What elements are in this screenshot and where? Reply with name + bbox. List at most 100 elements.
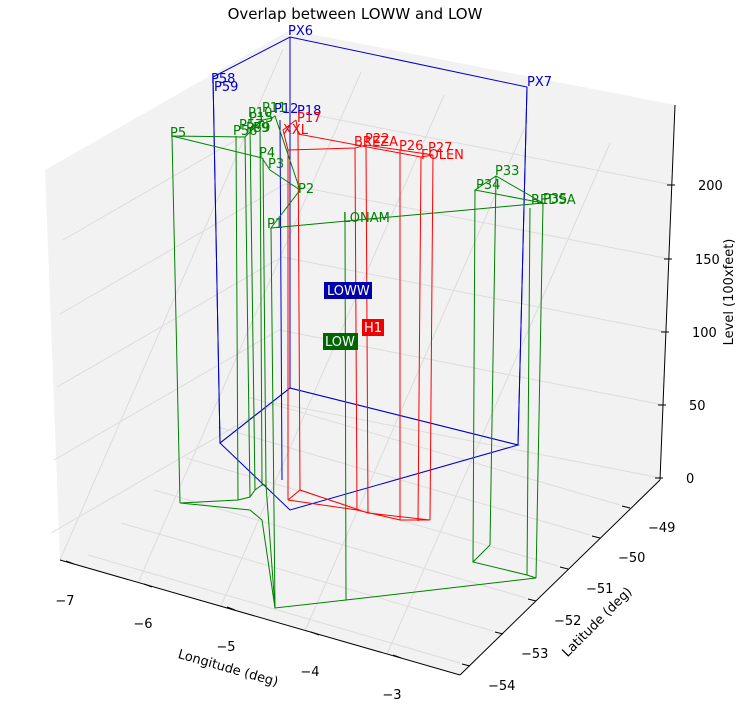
- point-label-h1: BREZA: [354, 135, 398, 150]
- h1-edge-2: [297, 133, 301, 491]
- point-label-loww: PX6: [288, 24, 313, 39]
- low-top: [171, 115, 545, 229]
- point-label-loww: PX7: [527, 75, 552, 90]
- box-h1-text: H1: [364, 321, 382, 336]
- box-loww-text: LOWW: [327, 284, 370, 299]
- point-label-h1: FOLEN: [421, 148, 464, 163]
- low-top-2: [171, 135, 301, 191]
- grid-line-y: [87, 554, 461, 664]
- y-tick-label: −52: [554, 614, 581, 629]
- x-tick-mark: [226, 606, 236, 611]
- grid-line-z-left: [50, 402, 277, 534]
- point-label-low: P56: [233, 124, 257, 139]
- point-label-h1: P22: [365, 132, 389, 147]
- point-label-low: P33: [495, 164, 519, 179]
- x-tick-mark: [310, 631, 320, 636]
- z-axis-line: [659, 104, 676, 481]
- x-axis-line: [59, 559, 461, 676]
- h1-bottom: [287, 489, 431, 521]
- back-pane: [45, 30, 675, 675]
- y-tick-mark: [559, 566, 569, 570]
- h1-edge-7: [417, 156, 422, 522]
- x-tick-mark: [392, 654, 402, 659]
- y-tick-mark: [621, 505, 631, 509]
- point-label-h1: P17: [297, 111, 321, 126]
- z-tick-label: 200: [698, 179, 723, 194]
- x-tick-mark: [65, 560, 75, 565]
- point-label-loww: P59: [214, 80, 238, 95]
- y-ticks: −49−50 −51 −52 −53 −54: [461, 505, 675, 694]
- z-tick-label: 150: [695, 253, 720, 268]
- h1-edge-3: [354, 147, 358, 511]
- box-loww-bg: [324, 282, 372, 299]
- low-edge-1: [171, 135, 181, 504]
- low-edge-4: [249, 127, 256, 491]
- low-edge-3: [244, 136, 251, 498]
- loww-edge-px7: [517, 86, 528, 446]
- y-tick-label: −49: [648, 521, 675, 536]
- y-axis-line: [459, 479, 661, 676]
- point-label-low: P57: [239, 118, 263, 133]
- z-axis-label: Level (100xfeet): [722, 239, 737, 346]
- x-tick-mark: [143, 583, 153, 588]
- low-edge-11: [526, 207, 531, 576]
- point-label-loww: P58: [211, 72, 235, 87]
- grid-line-y: [247, 396, 621, 506]
- grid-line-x: [137, 71, 362, 584]
- box-low-text: LOW: [325, 335, 355, 350]
- grid-line-y: [120, 522, 494, 632]
- point-label-low: REDSA: [531, 193, 576, 208]
- axes-panes: [45, 30, 676, 676]
- low-edge-10: [489, 175, 497, 546]
- grid-line-x: [220, 94, 445, 607]
- grid-line-z: [275, 402, 662, 479]
- point-label-low: P11: [262, 101, 286, 116]
- z-tick-label: 100: [692, 326, 717, 341]
- x-tick-label: −5: [216, 640, 235, 655]
- point-label-low: P9: [253, 121, 269, 136]
- y-tick-label: −53: [521, 647, 548, 662]
- point-label-h1: XXL: [283, 123, 309, 138]
- y-tick-label: −54: [488, 679, 515, 694]
- grid-line-y: [185, 457, 559, 567]
- box-low: LOW: [323, 333, 358, 350]
- point-label-h1: P27: [428, 141, 452, 156]
- point-label-low: LONAM: [343, 211, 390, 226]
- y-tick-label: −50: [618, 551, 645, 566]
- point-label-low: P35: [543, 192, 567, 207]
- h1-edge-6: [429, 154, 434, 521]
- point-label-low: P3: [268, 157, 284, 172]
- series-loww: [212, 36, 528, 511]
- low-edge-5: [259, 121, 263, 486]
- x-tick-label: −7: [55, 594, 74, 609]
- point-label-low: P15: [249, 111, 273, 126]
- z-ticks: 0 50 100 150 200: [655, 179, 723, 487]
- point-label-low: P5: [170, 126, 186, 141]
- point-label-loww: P18: [297, 104, 321, 119]
- low-edge-7: [270, 227, 276, 609]
- grid-line-x: [304, 119, 529, 632]
- grid-line-z: [284, 183, 671, 260]
- loww-edge-p58: [212, 76, 221, 444]
- x-tick-label: −4: [300, 665, 319, 680]
- point-label-h1: P26: [399, 139, 423, 154]
- box-h1-bg: [362, 319, 384, 336]
- y-tick-mark: [494, 631, 504, 635]
- point-label-low: P59: [246, 121, 270, 136]
- loww-inner: [279, 119, 283, 481]
- point-label-low: P2: [298, 182, 314, 197]
- box-h1: H1: [362, 319, 384, 336]
- low-bottom-2: [179, 502, 276, 609]
- box-loww: LOWW: [324, 282, 372, 299]
- y-tick-mark: [527, 598, 537, 602]
- grid-line-y: [153, 489, 527, 599]
- low-edge-9: [472, 189, 476, 563]
- grid-line-z-left: [56, 256, 283, 388]
- point-label-low: P10: [248, 106, 272, 121]
- grid-line-z: [287, 109, 674, 186]
- box-low-bg: [323, 333, 358, 350]
